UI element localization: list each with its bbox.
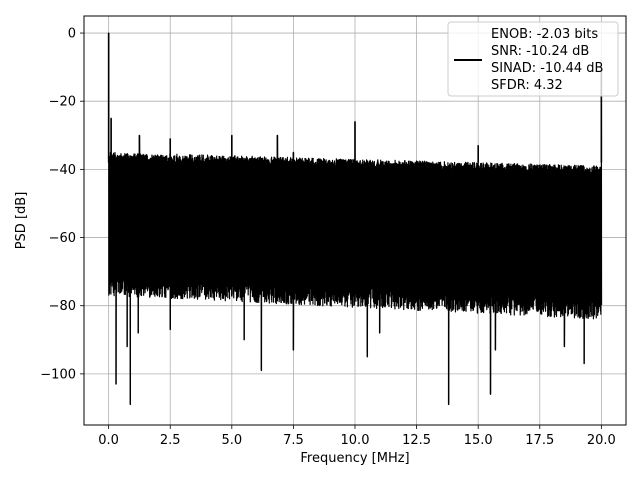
x-tick-label: 2.5 <box>160 433 181 448</box>
x-tick-label: 15.0 <box>464 433 493 448</box>
x-tick-label: 7.5 <box>283 433 304 448</box>
x-tick-label: 0.0 <box>98 433 119 448</box>
x-tick-label: 5.0 <box>221 433 242 448</box>
legend-enob: ENOB: -2.03 bits <box>491 27 598 42</box>
axis-ticks: 0.0 2.5 5.0 7.5 10.0 12.5 15.0 17.5 20.0 0 −20 −40 −… <box>40 27 616 448</box>
y-tick-label: −80 <box>49 299 76 314</box>
y-tick-label: −40 <box>49 163 76 178</box>
x-tick-label: 12.5 <box>402 433 431 448</box>
y-tick-label: −20 <box>49 95 76 110</box>
legend-sinad: SINAD: -10.44 dB <box>491 61 603 76</box>
legend-box <box>447 21 619 97</box>
psd-trace <box>108 32 603 406</box>
x-tick-label: 20.0 <box>587 433 616 448</box>
y-tick-label: −60 <box>49 231 76 246</box>
x-tick-label: 10.0 <box>341 433 370 448</box>
y-axis-label: PSD [dB] <box>14 192 29 250</box>
legend-sfdr: SFDR: 4.32 <box>491 78 563 93</box>
x-tick-label: 17.5 <box>525 433 554 448</box>
y-tick-label: 0 <box>68 27 76 42</box>
legend: ENOB: -2.03 bits SNR: -10.24 dB SINAD: -… <box>447 21 619 97</box>
x-axis-label: Frequency [MHz] <box>300 451 409 466</box>
y-tick-label: −100 <box>40 367 76 382</box>
legend-snr: SNR: -10.24 dB <box>491 44 589 59</box>
series-psd <box>107 32 603 406</box>
